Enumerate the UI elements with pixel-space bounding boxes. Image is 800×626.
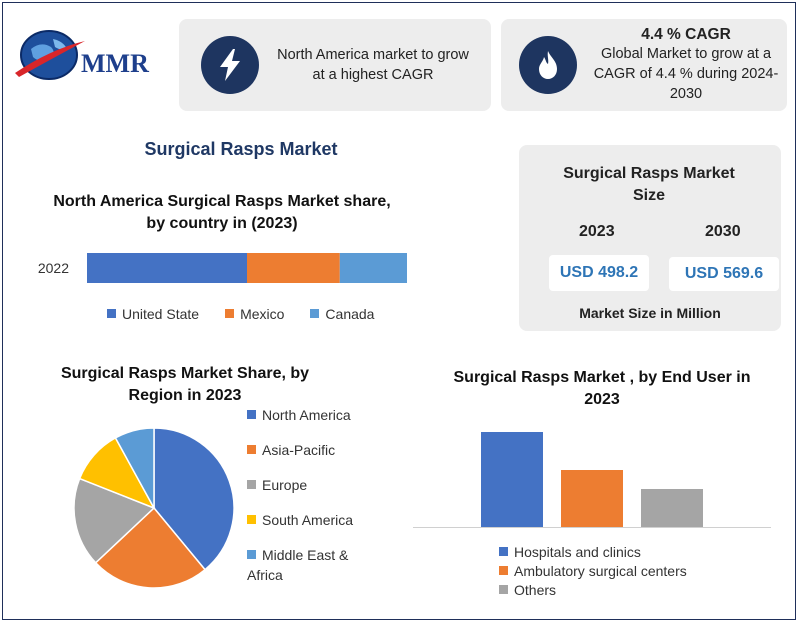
north-america-card-text: North America market to grow at a highes…	[277, 47, 469, 83]
north-america-card: North America market to grow at a highes…	[179, 19, 491, 111]
legend-swatch	[499, 585, 508, 594]
legend-item: South America	[247, 510, 377, 530]
bar	[481, 432, 543, 527]
value-2030-box: USD 569.6	[669, 257, 779, 291]
end-user-legend: Hospitals and clinics Ambulatory surgical…	[499, 543, 759, 600]
legend-swatch	[247, 515, 256, 524]
globe-logo-icon	[15, 30, 85, 80]
year-2030-label: 2030	[705, 223, 741, 240]
cagr-title: 4.4 % CAGR	[641, 26, 731, 43]
legend-label: South America	[262, 512, 354, 528]
logo: MMR	[11, 19, 161, 85]
infographic-frame: MMR North America market to grow at a hi…	[2, 2, 796, 620]
legend-label: Canada	[325, 306, 375, 322]
legend-swatch	[499, 566, 508, 575]
region-pie-chart	[73, 427, 235, 589]
market-size-panel: Surgical Rasps Market Size 2023 2030 USD…	[519, 145, 781, 331]
bar-segment	[339, 253, 407, 283]
bar	[561, 470, 623, 527]
pie-slice	[73, 477, 156, 564]
legend-item: North America	[247, 405, 377, 425]
legend-item: Europe	[247, 475, 377, 495]
cagr-card: 4.4 % CAGR Global Market to grow at a CA…	[501, 19, 787, 111]
legend-label: United State	[122, 306, 200, 322]
legend-item: Ambulatory surgical centers	[499, 562, 759, 581]
pie-slice	[114, 427, 155, 509]
legend-label: Europe	[262, 477, 308, 493]
pie-slice	[153, 427, 235, 571]
legend-item: Mexico	[225, 306, 284, 322]
cagr-card-text: Global Market to grow at a CAGR of 4.4 %…	[593, 46, 779, 102]
region-legend: North America Asia-Pacific Europe South Ame…	[247, 405, 377, 600]
legend-label: Others	[514, 582, 557, 598]
country-chart-title: North America Surgical Rasps Market shar…	[53, 193, 391, 232]
legend-label: Ambulatory surgical centers	[514, 563, 687, 579]
bar	[641, 489, 703, 527]
page-title: Surgical Rasps Market	[144, 139, 338, 159]
legend-label: Hospitals and clinics	[514, 544, 641, 560]
legend-label: Asia-Pacific	[262, 442, 336, 458]
market-size-footer: Market Size in Million	[579, 305, 721, 321]
bar-segment	[247, 253, 340, 283]
legend-item: United State	[107, 306, 199, 322]
country-stacked-bar-chart: 2022	[38, 253, 407, 283]
legend-swatch	[107, 309, 116, 318]
legend-item: Hospitals and clinics	[499, 543, 759, 562]
flame-icon	[519, 36, 577, 94]
legend-swatch	[225, 309, 235, 318]
legend-label: Middle East & Africa	[247, 547, 349, 583]
logo-text: MMR	[81, 49, 149, 78]
end-user-bar-chart	[413, 432, 771, 528]
legend-item: Canada	[310, 306, 374, 322]
legend-swatch	[247, 445, 256, 454]
lightning-icon	[201, 36, 259, 94]
legend-swatch	[499, 547, 508, 556]
legend-item: Middle East & Africa	[247, 545, 377, 585]
legend-swatch	[247, 550, 256, 559]
legend-swatch	[247, 480, 256, 489]
market-size-title: Surgical Rasps Market Size	[563, 165, 735, 204]
region-chart-title: Surgical Rasps Market Share, by Region i…	[60, 365, 310, 404]
end-user-chart-title: Surgical Rasps Market , by End User in 2…	[453, 369, 751, 408]
bar-segment	[87, 253, 247, 283]
country-legend: United State Mexico Canada	[107, 306, 427, 322]
legend-item: Others	[499, 581, 759, 600]
pie-slice	[94, 506, 207, 589]
legend-swatch	[247, 410, 256, 419]
legend-swatch	[310, 309, 320, 318]
legend-label: North America	[262, 407, 351, 423]
legend-label: Mexico	[240, 306, 285, 322]
year-2023-label: 2023	[579, 223, 615, 240]
value-2023-box: USD 498.2	[549, 255, 649, 291]
legend-item: Asia-Pacific	[247, 440, 377, 460]
category-label: 2022	[38, 260, 69, 276]
